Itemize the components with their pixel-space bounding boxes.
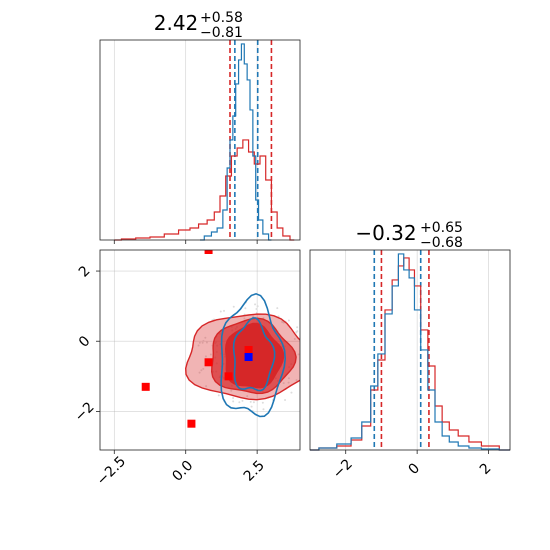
scatter-point [297, 353, 300, 356]
marker-red [204, 358, 213, 367]
y-tick-label: 2 [76, 263, 94, 281]
panel-title-param1: 2.42 [154, 11, 199, 35]
title-sub: −0.68 [420, 235, 463, 251]
scatter-point [296, 326, 299, 329]
scatter-point [290, 391, 293, 394]
scatter-point [244, 307, 247, 310]
scatter-point [249, 400, 252, 403]
scatter-point [232, 400, 235, 403]
panel-title-param2: −0.32 [355, 221, 416, 245]
scatter-point [255, 311, 258, 314]
scatter-point [287, 319, 290, 322]
contour-panel: −2.5 0.0 2.5 −2 0 2 [72, 249, 301, 489]
scatter-point [246, 395, 249, 398]
marker-red [204, 250, 213, 254]
scatter-point [201, 341, 204, 344]
y-tick-label: 0 [76, 333, 94, 351]
scatter-point [198, 341, 201, 344]
marker-red [224, 372, 233, 381]
scatter-point [197, 344, 200, 347]
scatter-point [204, 336, 207, 339]
marker-red [141, 382, 150, 391]
scatter-point [295, 331, 298, 334]
marker-red [187, 419, 196, 428]
x-tick-label: 2.5 [241, 458, 268, 485]
x-tick-label: 0 [406, 460, 424, 478]
scatter-point [238, 401, 241, 404]
scatter-point [204, 355, 207, 358]
histogram-series-blue [310, 253, 510, 451]
scatter-point [250, 405, 253, 408]
scatter-point [205, 341, 208, 344]
scatter-point [198, 371, 201, 374]
scatter-point [287, 377, 290, 380]
scatter-point [252, 401, 255, 404]
scatter-point [243, 317, 246, 320]
scatter-point [222, 309, 225, 312]
scatter-point [255, 308, 258, 311]
scatter-point [219, 310, 222, 313]
scatter-point [293, 338, 296, 341]
panel-frame [309, 249, 511, 451]
scatter-point [252, 315, 255, 318]
panel-frame [99, 39, 301, 241]
x-tick-label: −2.5 [94, 453, 129, 488]
scatter-point [205, 385, 208, 388]
scatter-point [282, 382, 285, 385]
scatter-point [261, 401, 264, 404]
title-sup: +0.65 [420, 220, 463, 236]
scatter-point [209, 353, 212, 356]
scatter-point [281, 321, 284, 324]
scatter-point [262, 408, 265, 411]
x-tick-label: −2 [330, 456, 356, 482]
scatter-point [284, 398, 287, 401]
scatter-point [202, 367, 205, 370]
histogram-series-blue [200, 43, 272, 241]
x-tick-label: 2 [477, 460, 495, 478]
scatter-point [202, 339, 205, 342]
histogram-panel-param1: 2.42 +0.58 −0.81 [99, 10, 301, 244]
contour-blue-level-1 [220, 292, 287, 418]
scatter-point [200, 369, 203, 372]
scatter-point [241, 399, 244, 402]
scatter-point [217, 394, 220, 397]
title-sup: +0.58 [200, 10, 243, 26]
title-value: 2.42 [154, 11, 199, 35]
scatter-point [276, 307, 279, 310]
scatter-point [230, 389, 233, 392]
panel-frame [99, 249, 301, 451]
scatter-point [232, 396, 235, 399]
title-sub: −0.81 [200, 25, 243, 41]
scatter-point [232, 305, 235, 308]
marker-blue [244, 353, 253, 362]
contour-blue-level-2 [232, 317, 276, 392]
y-tick-label: −2 [72, 399, 98, 425]
scatter-point [295, 379, 298, 382]
histogram-series-red [114, 139, 295, 241]
marker-red [244, 346, 253, 354]
histogram-panel-param2: −2 0 2 −0.32 +0.65 −0.68 [309, 220, 511, 482]
x-tick-label: 0.0 [169, 458, 196, 485]
scatter-point [256, 305, 259, 308]
scatter-point [254, 303, 257, 306]
scatter-point [287, 381, 290, 384]
